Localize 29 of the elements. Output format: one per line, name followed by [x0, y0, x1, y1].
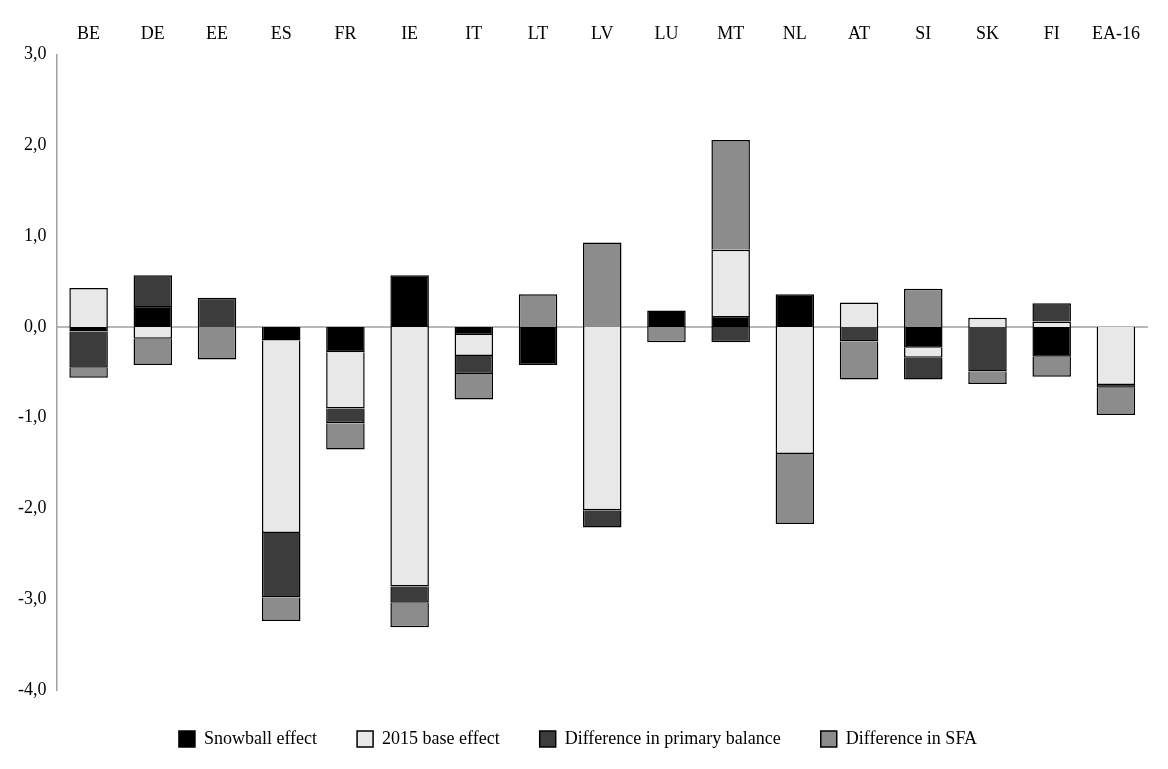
- x-tick-label: EA-16: [1091, 22, 1140, 43]
- x-tick-label: BE: [77, 22, 101, 43]
- y-tick-label: 2,0: [23, 134, 47, 155]
- x-tick-label: FI: [1043, 22, 1060, 43]
- x-tick-label: IE: [401, 22, 419, 43]
- legend-label: Difference in primary balance: [564, 727, 781, 748]
- x-tick-label: AT: [848, 22, 871, 43]
- y-tick-label: 3,0: [23, 43, 47, 64]
- y-tick-label: 0,0: [23, 315, 47, 336]
- x-tick-label: MT: [717, 22, 745, 43]
- y-tick-label: -3,0: [17, 587, 47, 608]
- x-tick-label: LV: [591, 22, 614, 43]
- x-tick-label: ES: [270, 22, 292, 43]
- x-tick-label: NL: [782, 22, 807, 43]
- x-tick-label: LT: [527, 22, 549, 43]
- legend-label: 2015 base effect: [382, 727, 500, 748]
- x-tick-label: EE: [206, 22, 229, 43]
- y-tick-label: -1,0: [17, 406, 47, 427]
- y-tick-label: -2,0: [17, 497, 47, 518]
- y-tick-label: 1,0: [23, 224, 47, 245]
- legend-label: Difference in SFA: [845, 727, 978, 748]
- x-tick-label: DE: [140, 22, 165, 43]
- x-tick-label: SK: [975, 22, 999, 43]
- legend-label: Snowball effect: [203, 727, 318, 748]
- x-tick-label: FR: [334, 22, 357, 43]
- x-tick-label: SI: [915, 22, 932, 43]
- x-tick-label: LU: [654, 22, 679, 43]
- x-tick-label: IT: [465, 22, 483, 43]
- y-tick-label: -4,0: [17, 678, 47, 699]
